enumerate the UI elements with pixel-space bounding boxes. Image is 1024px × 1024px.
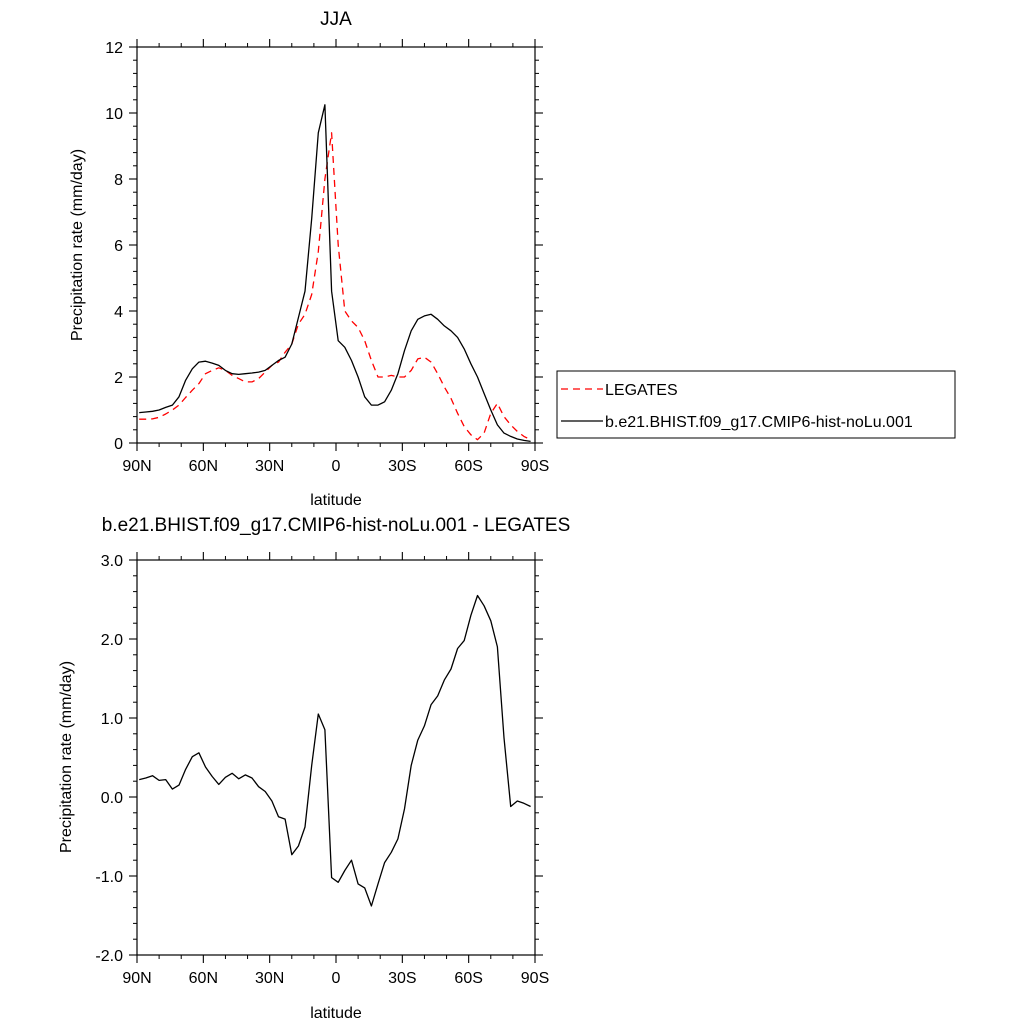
bottom-x-tick-label: 90S — [521, 970, 549, 987]
bottom-x-tick-label: 0 — [332, 970, 341, 987]
top-y-tick-label: 10 — [105, 106, 123, 123]
top-chart-title: JJA — [320, 9, 352, 30]
top-series-line-1 — [139, 104, 531, 443]
legend: LEGATES b.e21.BHIST.f09_g17.CMIP6-hist-n… — [556, 370, 956, 439]
bottom-plot-lines — [139, 594, 531, 907]
bottom-axis-ticks: 90N 60N 30N 0 30S 60S 90S -2.0 -1.0 0.0 1.0 2.0 3.0 — [95, 552, 549, 987]
bottom-x-tick-label: 30N — [255, 970, 284, 987]
bottom-x-tick-label: 60S — [454, 970, 482, 987]
top-y-tick-label: 2 — [114, 370, 123, 387]
top-y-tick-label: 0 — [114, 436, 123, 453]
top-y-axis-label: Precipitation rate (mm/day) — [69, 149, 86, 341]
top-x-tick-label: 0 — [332, 458, 341, 475]
top-y-tick-label: 6 — [114, 238, 123, 255]
bottom-panel: b.e21.BHIST.f09_g17.CMIP6-hist-noLu.001 … — [58, 515, 570, 1022]
top-x-axis-label: latitude — [310, 492, 362, 509]
legend-label-legates: LEGATES — [605, 382, 678, 399]
top-panel: JJA Precipitation rate (mm/day) latitude… — [69, 9, 549, 509]
top-y-tick-label: 4 — [114, 304, 123, 321]
legend-box — [556, 370, 956, 439]
top-x-tick-label: 30N — [255, 458, 284, 475]
top-x-tick-label: 60S — [454, 458, 482, 475]
top-y-tick-label: 8 — [114, 172, 123, 189]
top-x-tick-label: 60N — [189, 458, 218, 475]
bottom-y-axis-label: Precipitation rate (mm/day) — [58, 661, 75, 853]
bottom-y-tick-label: 2.0 — [101, 632, 123, 649]
bottom-y-tick-label: -2.0 — [95, 948, 123, 965]
top-x-tick-label: 90S — [521, 458, 549, 475]
top-axis-ticks: 90N 60N 30N 0 30S 60S 90S 0 2 4 6 8 10 12 — [105, 39, 549, 475]
top-x-tick-label: 30S — [388, 458, 416, 475]
bottom-x-tick-label: 90N — [122, 970, 151, 987]
top-y-tick-label: 12 — [105, 40, 123, 57]
bottom-x-axis-label: latitude — [310, 1005, 362, 1022]
bottom-y-tick-label: 0.0 — [101, 790, 123, 807]
top-plot-lines — [139, 104, 531, 443]
legend-label-model: b.e21.BHIST.f09_g17.CMIP6-hist-noLu.001 — [605, 414, 913, 431]
bottom-y-tick-label: 3.0 — [101, 553, 123, 570]
bottom-x-tick-label: 30S — [388, 970, 416, 987]
top-x-tick-label: 90N — [122, 458, 151, 475]
bottom-y-tick-label: 1.0 — [101, 711, 123, 728]
bottom-y-tick-label: -1.0 — [95, 869, 123, 886]
bottom-series-line-0 — [139, 594, 531, 907]
top-plot-frame — [136, 46, 536, 444]
bottom-chart-title: b.e21.BHIST.f09_g17.CMIP6-hist-noLu.001 … — [102, 515, 571, 536]
bottom-plot-frame — [136, 559, 536, 956]
bottom-x-tick-label: 60N — [189, 970, 218, 987]
